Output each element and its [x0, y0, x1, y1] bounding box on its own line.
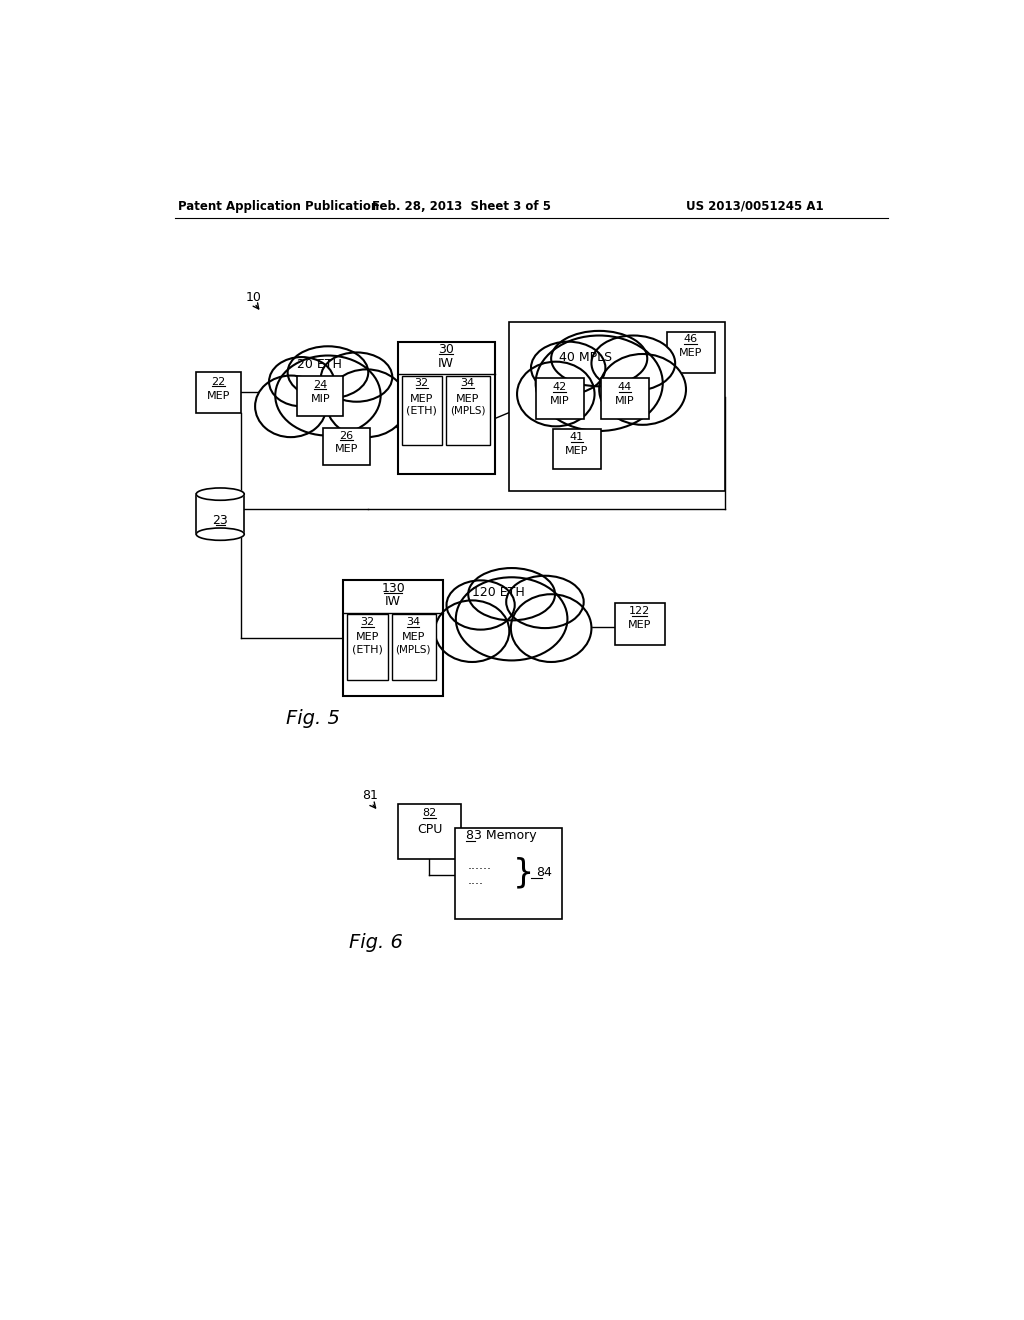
Text: (MPLS): (MPLS) — [450, 407, 485, 416]
Bar — [553, 429, 601, 470]
Bar — [509, 322, 725, 491]
Ellipse shape — [435, 601, 509, 663]
Text: MIP: MIP — [615, 396, 635, 407]
Bar — [197, 494, 245, 535]
Text: Fig. 6: Fig. 6 — [349, 933, 402, 952]
Bar — [455, 829, 562, 919]
Text: MEP: MEP — [335, 445, 358, 454]
Text: MEP: MEP — [565, 446, 589, 455]
Text: (ETH): (ETH) — [407, 407, 437, 416]
Text: Patent Application Publication: Patent Application Publication — [178, 199, 380, 213]
Ellipse shape — [269, 358, 334, 407]
Text: 34: 34 — [461, 379, 474, 388]
Ellipse shape — [506, 576, 584, 628]
Ellipse shape — [197, 488, 245, 500]
Bar — [197, 372, 241, 412]
Text: (ETH): (ETH) — [352, 644, 383, 655]
Text: 83 Memory: 83 Memory — [466, 829, 537, 842]
Text: MEP: MEP — [401, 632, 425, 643]
Bar — [343, 581, 442, 696]
Bar — [391, 614, 435, 680]
Text: 34: 34 — [407, 616, 420, 627]
Text: 120 ETH: 120 ETH — [472, 586, 525, 599]
Text: ....: .... — [467, 874, 483, 887]
Text: IW: IW — [438, 356, 454, 370]
Text: 26: 26 — [340, 430, 353, 441]
Ellipse shape — [197, 528, 245, 540]
Bar — [614, 603, 665, 645]
Ellipse shape — [468, 568, 555, 620]
Bar — [667, 331, 715, 374]
Bar — [347, 614, 388, 680]
Text: Feb. 28, 2013  Sheet 3 of 5: Feb. 28, 2013 Sheet 3 of 5 — [372, 199, 551, 213]
Text: CPU: CPU — [417, 824, 442, 837]
Ellipse shape — [275, 355, 381, 436]
Ellipse shape — [456, 577, 567, 660]
Bar — [601, 378, 649, 420]
Bar — [397, 804, 461, 859]
Text: 41: 41 — [569, 432, 584, 442]
Text: MEP: MEP — [355, 632, 379, 643]
Bar — [536, 378, 584, 420]
Text: 81: 81 — [362, 789, 378, 803]
Text: MEP: MEP — [207, 391, 230, 400]
Text: MEP: MEP — [410, 393, 433, 404]
Ellipse shape — [592, 335, 675, 391]
Text: 122: 122 — [629, 606, 650, 616]
Ellipse shape — [517, 362, 595, 426]
Text: 42: 42 — [553, 381, 567, 392]
Text: MEP: MEP — [456, 393, 479, 404]
Ellipse shape — [288, 346, 369, 399]
Ellipse shape — [255, 376, 327, 437]
Ellipse shape — [599, 354, 686, 425]
Text: 32: 32 — [415, 379, 429, 388]
Text: MIP: MIP — [550, 396, 569, 407]
Text: MIP: MIP — [310, 393, 330, 404]
Text: (MPLS): (MPLS) — [395, 644, 431, 655]
Ellipse shape — [321, 352, 392, 401]
Bar — [297, 376, 343, 416]
Text: 20 ETH: 20 ETH — [297, 358, 342, 371]
Text: MEP: MEP — [628, 620, 651, 630]
Bar — [397, 342, 495, 474]
Ellipse shape — [531, 342, 605, 395]
Text: 130: 130 — [381, 582, 404, 594]
Bar — [324, 428, 370, 465]
Ellipse shape — [536, 335, 663, 430]
Text: ......: ...... — [467, 859, 492, 871]
Text: 40 MPLS: 40 MPLS — [559, 351, 611, 363]
Ellipse shape — [446, 581, 515, 630]
Text: 30: 30 — [438, 343, 454, 356]
Text: 82: 82 — [422, 808, 436, 818]
Text: 46: 46 — [684, 334, 697, 345]
Text: IW: IW — [385, 595, 401, 609]
Text: Fig. 5: Fig. 5 — [286, 709, 339, 729]
Text: US 2013/0051245 A1: US 2013/0051245 A1 — [686, 199, 823, 213]
Ellipse shape — [327, 370, 407, 437]
Ellipse shape — [511, 594, 592, 663]
Text: 84: 84 — [536, 866, 552, 879]
Text: }: } — [513, 857, 534, 890]
Ellipse shape — [551, 331, 647, 387]
Bar — [445, 376, 489, 445]
Text: 24: 24 — [313, 380, 328, 389]
Text: 44: 44 — [617, 381, 632, 392]
Text: MEP: MEP — [679, 348, 702, 358]
Bar — [401, 376, 442, 445]
Text: 23: 23 — [212, 513, 228, 527]
Text: 22: 22 — [212, 376, 226, 387]
Text: 10: 10 — [246, 290, 262, 304]
Text: 32: 32 — [360, 616, 375, 627]
